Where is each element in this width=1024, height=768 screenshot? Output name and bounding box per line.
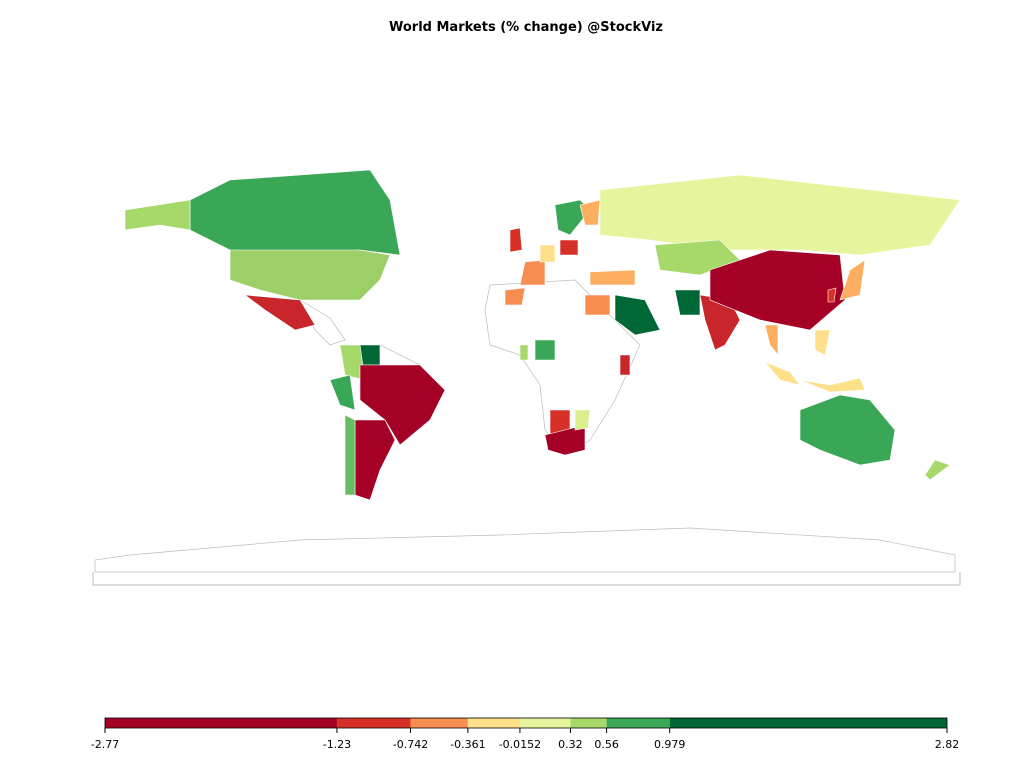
legend-frame [104, 717, 948, 729]
world-map [92, 169, 961, 586]
legend-tick-label: -1.23 [323, 738, 351, 751]
legend-tick-label: -0.0152 [499, 738, 541, 751]
legend-segment [570, 718, 607, 728]
legend-segment [105, 718, 337, 728]
legend-tick-label: 0.56 [594, 738, 619, 751]
legend-tick-label: -0.361 [450, 738, 485, 751]
legend-tick-label: 0.32 [558, 738, 583, 751]
legend-tick-label: -0.742 [393, 738, 428, 751]
legend-segment [606, 718, 670, 728]
legend-segment [336, 718, 411, 728]
legend-tick-label: 0.979 [654, 738, 686, 751]
legend-segment [669, 718, 947, 728]
color-legend: -2.77 -1.23 -0.742 -0.361 -0.0152 0.32 0.56 0.9… [91, 717, 960, 751]
legend-tick-label: 2.82 [935, 738, 960, 751]
legend-segment [467, 718, 520, 728]
legend-tick-label: -2.77 [91, 738, 119, 751]
chart-title: World Markets (% change) @StockViz [389, 20, 663, 35]
legend-segment [410, 718, 468, 728]
legend-segment [519, 718, 571, 728]
